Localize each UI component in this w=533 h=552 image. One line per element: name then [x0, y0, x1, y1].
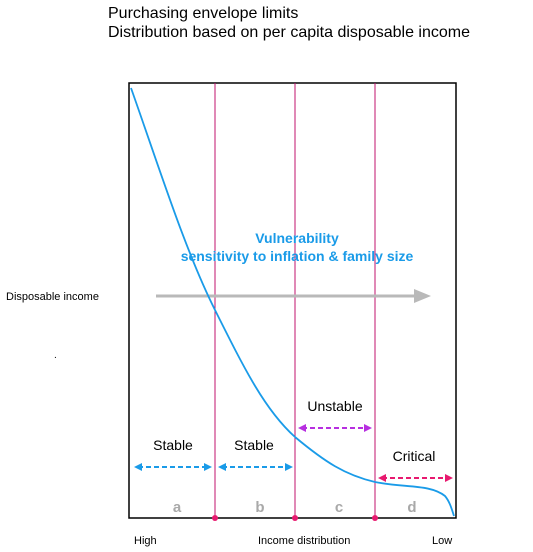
zone-b-label: Stable	[234, 437, 274, 453]
zone-c-letter: c	[335, 499, 343, 516]
zone-d-letter: d	[407, 499, 416, 516]
grey-arrow-head	[414, 289, 431, 303]
divider-dot-ab	[212, 515, 218, 521]
divider-dot-bc	[292, 515, 298, 521]
chart-title: Purchasing envelope limits	[108, 5, 299, 22]
stray-dot: .	[54, 350, 57, 361]
vulnerability-title: Vulnerability	[255, 230, 339, 246]
zone-a-letter: a	[173, 499, 182, 516]
x-axis-title: Income distribution	[258, 535, 351, 547]
zone-a-label: Stable	[153, 437, 193, 453]
zone-d-label: Critical	[393, 448, 436, 464]
divider-dot-cd	[372, 515, 378, 521]
x-axis-left-label: High	[134, 535, 157, 547]
zone-c-label: Unstable	[307, 398, 362, 414]
y-axis-label: Disposable income	[6, 291, 99, 303]
zone-b-letter: b	[255, 499, 264, 516]
x-axis-right-label: Low	[432, 535, 453, 547]
vulnerability-subtitle: sensitivity to inflation & family size	[181, 248, 414, 264]
chart-subtitle: Distribution based on per capita disposa…	[108, 24, 470, 41]
income-curve	[130, 87, 455, 517]
